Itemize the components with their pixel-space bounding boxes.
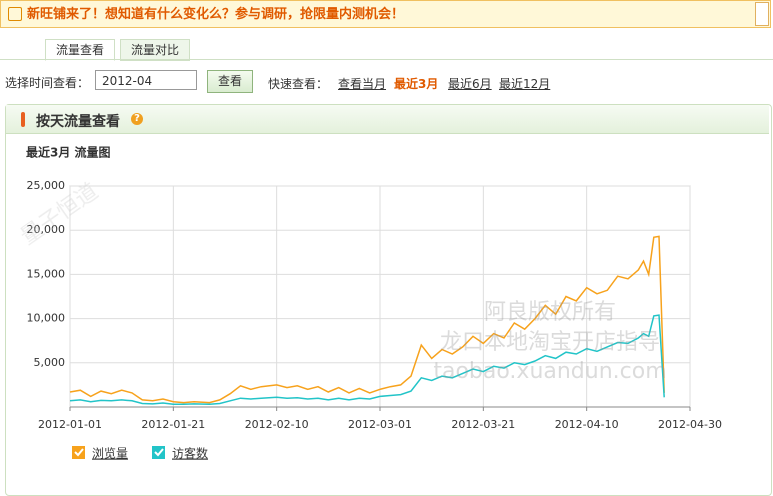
speaker-icon bbox=[8, 7, 22, 21]
quick-label: 快速查看： bbox=[268, 77, 329, 91]
notice-bar[interactable]: 新旺铺来了！想知道有什么变化么？参与调研，抢限量内测机会！ bbox=[0, 0, 771, 28]
quick-link[interactable]: 最近3月 bbox=[394, 77, 439, 91]
scroll-arrows[interactable] bbox=[755, 2, 769, 26]
tab-line bbox=[0, 59, 773, 60]
x-tick-label: 2012-01-01 bbox=[38, 418, 102, 431]
header-marker bbox=[21, 112, 25, 127]
help-icon[interactable]: ? bbox=[131, 113, 143, 125]
panel-title: 按天流量查看 bbox=[36, 114, 120, 130]
quick-link[interactable]: 最近12月 bbox=[499, 77, 551, 91]
series-line bbox=[69, 314, 665, 406]
legend-checkbox[interactable] bbox=[72, 446, 85, 459]
watermark: 龙口本地淘宝开店指导 bbox=[440, 330, 660, 355]
x-tick-label: 2012-02-10 bbox=[245, 418, 309, 431]
legend-checkbox[interactable] bbox=[152, 446, 165, 459]
x-tick-label: 2012-04-10 bbox=[555, 418, 619, 431]
y-tick-label: 15,000 bbox=[27, 267, 66, 280]
quick-link[interactable]: 查看当月 bbox=[338, 77, 387, 91]
y-tick-label: 10,000 bbox=[27, 312, 66, 325]
check bbox=[154, 448, 164, 457]
watermark: taobao.xuandun.com bbox=[433, 359, 666, 384]
watermark: 阿良版权所有 bbox=[484, 300, 616, 325]
y-tick-label: 5,000 bbox=[34, 356, 66, 369]
month-value: 2012-04 bbox=[102, 74, 153, 88]
x-tick-label: 2012-04-30 bbox=[658, 418, 722, 431]
x-tick-label: 2012-03-21 bbox=[451, 418, 515, 431]
series-line bbox=[69, 235, 665, 404]
chart-title: 最近3月 流量图 bbox=[26, 145, 111, 160]
tab[interactable]: 流量对比 bbox=[120, 39, 191, 61]
x-tick-label: 2012-03-01 bbox=[348, 418, 412, 431]
check bbox=[74, 448, 84, 457]
chart: 最近3月 流量图 5,000 10,000 15,000 20,000 25,000 20… bbox=[16, 145, 722, 461]
y-tick-label: 25,000 bbox=[27, 179, 66, 192]
y-tick-label: 20,000 bbox=[27, 223, 66, 236]
filter-label: 选择时间查看： bbox=[5, 76, 90, 90]
legend-label[interactable]: 浏览量 bbox=[92, 446, 128, 461]
legend-label[interactable]: 访客数 bbox=[172, 446, 208, 461]
query-button[interactable]: 查看 bbox=[207, 70, 253, 93]
month-input[interactable]: 2012-04 bbox=[95, 70, 197, 90]
tab[interactable]: 流量查看 bbox=[45, 39, 116, 61]
x-tick-label: 2012-01-21 bbox=[141, 418, 205, 431]
notice-text[interactable]: 新旺铺来了！想知道有什么变化么？参与调研，抢限量内测机会！ bbox=[27, 7, 405, 22]
quick-link[interactable]: 最近6月 bbox=[448, 77, 492, 91]
